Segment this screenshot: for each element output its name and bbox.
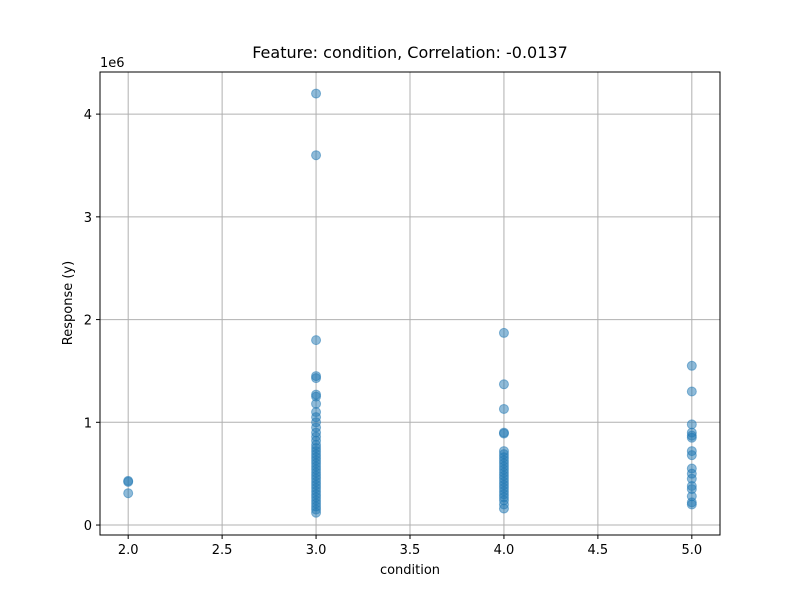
x-tick-label: 5.0 [681, 543, 702, 558]
point [311, 335, 322, 346]
point [498, 428, 509, 439]
plot-frame [99, 71, 721, 536]
point [686, 450, 697, 461]
point [686, 499, 697, 510]
point [311, 398, 322, 409]
x-tick-label: 3.0 [306, 543, 327, 558]
x-tick-label: 3.5 [400, 543, 421, 558]
point [686, 360, 697, 371]
point [498, 403, 509, 414]
y-offset-label: 1e6 [100, 56, 125, 71]
y-tick-label: 0 [84, 519, 92, 534]
y-tick-label: 4 [84, 108, 92, 123]
y-tick-label: 3 [84, 211, 92, 226]
x-tick-label: 2.5 [212, 543, 233, 558]
point [311, 373, 322, 384]
point [686, 419, 697, 430]
x-tick-label: 4.0 [494, 543, 515, 558]
chart-title: Feature: condition, Correlation: -0.0137 [252, 43, 568, 62]
point [311, 88, 322, 99]
point [498, 327, 509, 338]
point [311, 150, 322, 161]
y-axis-label: Response (y) [61, 261, 76, 345]
x-tick-label: 4.5 [588, 543, 609, 558]
point [498, 503, 509, 514]
y-tick-label: 1 [84, 416, 92, 431]
point [311, 507, 322, 518]
y-tick-label: 2 [84, 314, 92, 329]
x-tick-label: 2.0 [118, 543, 139, 558]
point [686, 386, 697, 397]
point [686, 432, 697, 443]
point [123, 475, 134, 486]
point [498, 379, 509, 390]
x-axis-label: condition [380, 563, 440, 578]
point [123, 488, 134, 499]
